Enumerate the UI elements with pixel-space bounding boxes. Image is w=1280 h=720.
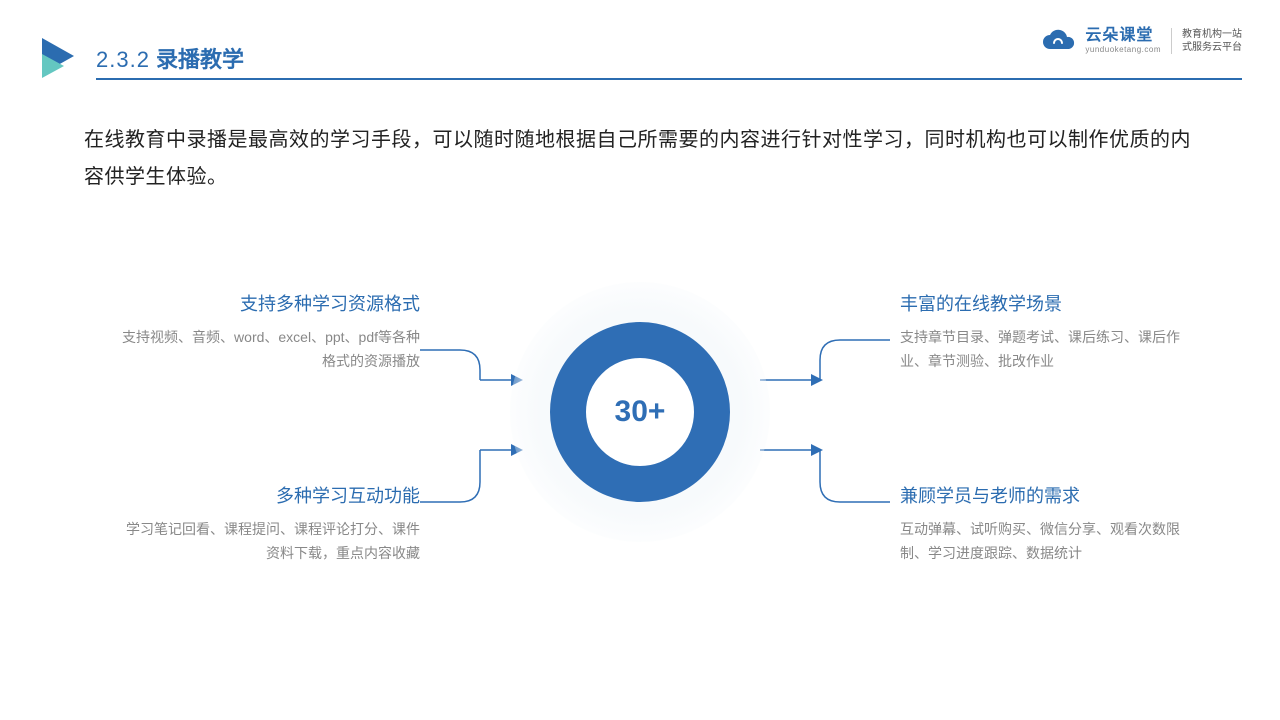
logo-domain-text: yunduoketang.com — [1085, 46, 1161, 54]
feature-title: 兼顾学员与老师的需求 — [900, 482, 1200, 508]
logo-tagline: 教育机构一站 式服务云平台 — [1182, 28, 1242, 54]
feature-desc: 学习笔记回看、课程提问、课程评论打分、课件资料下载，重点内容收藏 — [120, 518, 420, 566]
feature-title: 多种学习互动功能 — [120, 482, 420, 508]
feature-diagram: 30+ 支持多种学习资源格式 支持视频、音频、word、excel、ppt、pd… — [0, 250, 1280, 720]
intro-paragraph: 在线教育中录播是最高效的学习手段，可以随时随地根据自己所需要的内容进行针对性学习… — [84, 122, 1196, 196]
logo-brand-text: 云朵课堂 — [1085, 28, 1161, 44]
feature-title: 支持多种学习资源格式 — [120, 290, 420, 316]
section-play-icon — [36, 36, 80, 80]
feature-bottom-right: 兼顾学员与老师的需求 互动弹幕、试听购买、微信分享、观看次数限制、学习进度跟踪、… — [900, 482, 1200, 566]
feature-top-right: 丰富的在线教学场景 支持章节目录、弹题考试、课后练习、课后作业、章节测验、批改作… — [900, 290, 1200, 374]
feature-title: 丰富的在线教学场景 — [900, 290, 1200, 316]
title-underline — [96, 78, 1242, 80]
center-value: 30+ — [615, 395, 666, 429]
center-halo: 30+ — [510, 282, 770, 542]
feature-desc: 互动弹幕、试听购买、微信分享、观看次数限制、学习进度跟踪、数据统计 — [900, 518, 1200, 566]
feature-desc: 支持章节目录、弹题考试、课后练习、课后作业、章节测验、批改作业 — [900, 326, 1200, 374]
feature-desc: 支持视频、音频、word、excel、ppt、pdf等各种格式的资源播放 — [120, 326, 420, 374]
center-ring: 30+ — [550, 322, 730, 502]
feature-top-left: 支持多种学习资源格式 支持视频、音频、word、excel、ppt、pdf等各种… — [120, 290, 420, 374]
cloud-icon — [1041, 29, 1075, 53]
section-title: 2.3.2录播教学 — [96, 42, 244, 74]
feature-bottom-left: 多种学习互动功能 学习笔记回看、课程提问、课程评论打分、课件资料下载，重点内容收… — [120, 482, 420, 566]
section-title-text: 录播教学 — [156, 47, 244, 72]
logo-separator — [1171, 28, 1172, 54]
brand-logo: 云朵课堂 yunduoketang.com 教育机构一站 式服务云平台 — [1041, 28, 1242, 54]
section-number: 2.3.2 — [96, 47, 150, 72]
